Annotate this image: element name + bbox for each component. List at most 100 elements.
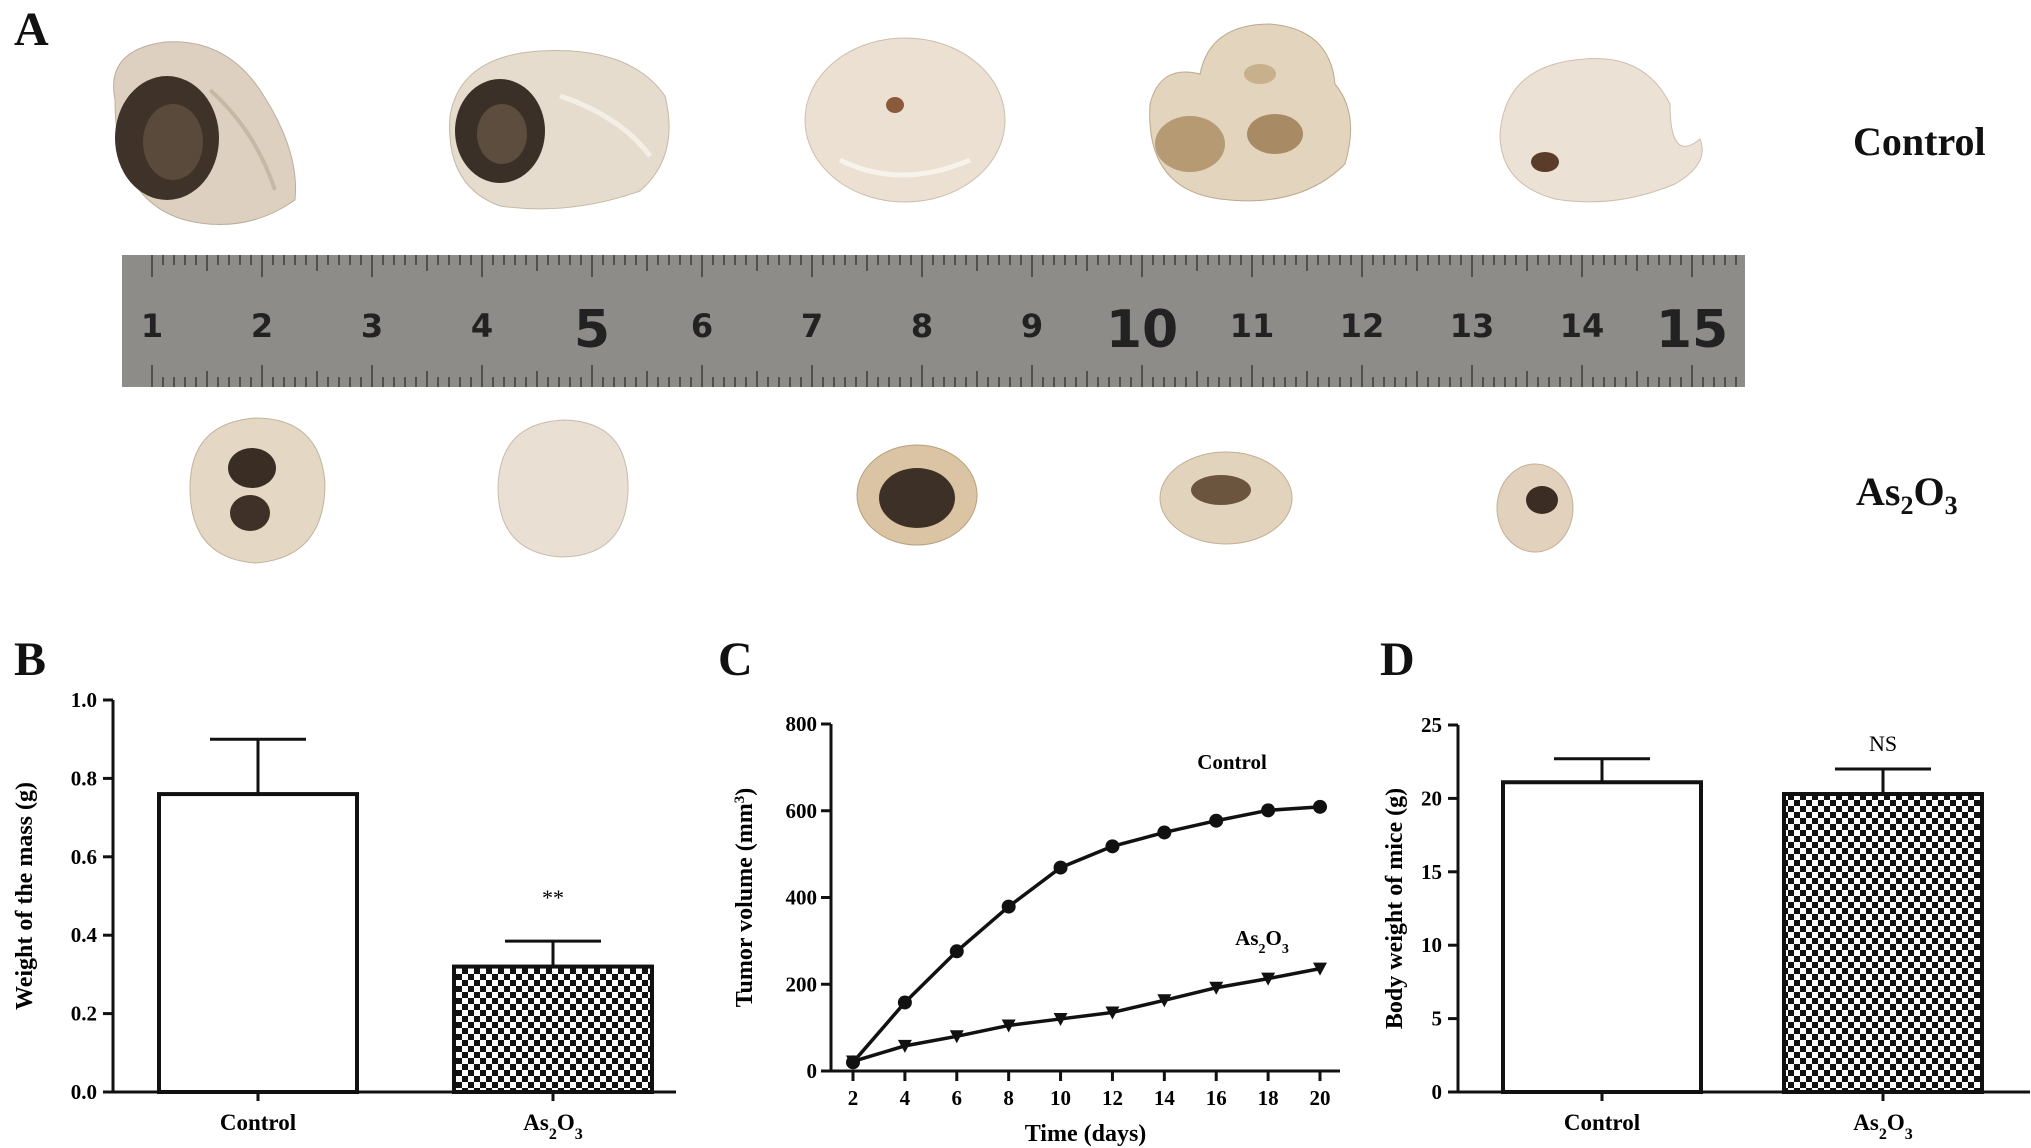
data-point-control [1209, 813, 1224, 828]
y-tick-label: 0.4 [71, 923, 98, 947]
ruler-number: 9 [1021, 307, 1043, 345]
data-point-control [1053, 860, 1068, 875]
y-tick-label: 800 [786, 712, 818, 736]
panel-label-d: D [1380, 633, 1415, 686]
ruler: 1 2 3 4 5 6 7 8 9 10 11 12 13 14 15 [122, 255, 1745, 387]
panel-label-b: B [14, 633, 47, 686]
control-row-label: Control [1853, 119, 1986, 164]
tumor-control-3 [804, 37, 1006, 203]
data-point-control [1105, 839, 1120, 854]
y-tick-label: 25 [1421, 713, 1442, 737]
y-tick-label: 0.0 [71, 1080, 97, 1104]
ruler-number: 15 [1656, 300, 1728, 360]
data-point-as2o3 [1157, 994, 1172, 1008]
tumor-control-5 [1499, 58, 1703, 203]
x-category-label: As2O3 [523, 1110, 582, 1143]
data-point-control [949, 944, 964, 959]
y-tick-label: 15 [1421, 860, 1442, 884]
bar-control [157, 792, 359, 1095]
tumor-as2o3-5 [1496, 463, 1574, 553]
panel-label-c: C [718, 633, 753, 686]
data-point-as2o3 [1313, 962, 1327, 976]
x-axis-title: Time (days) [1025, 1121, 1147, 1147]
y-tick-label: 1.0 [71, 688, 97, 712]
x-category-label: Control [220, 1110, 296, 1135]
y-axis-title: Body weight of mice (g) [1382, 788, 1408, 1029]
ruler-number: 6 [691, 307, 713, 345]
tumor-control-4 [1149, 23, 1352, 202]
bar-as2o3 [452, 964, 654, 1094]
series-label-as2o3: As2O3 [1235, 926, 1289, 957]
ruler-number: 3 [361, 307, 383, 345]
tumor-as2o3-4 [1159, 451, 1293, 545]
tumor-as2o3-2 [497, 419, 629, 558]
data-point-control [897, 995, 912, 1010]
x-category-label: As2O3 [1853, 1110, 1912, 1143]
data-point-control [1157, 825, 1172, 840]
chart-b: 0.0 0.2 0.4 0.6 0.8 1.0 Weight of the mass (g)… [12, 688, 676, 1143]
ruler-ticks: 1 2 3 4 5 6 7 8 9 10 11 12 13 14 15 [141, 255, 1737, 387]
data-point-as2o3 [1001, 1019, 1016, 1033]
ruler-number: 10 [1106, 300, 1178, 360]
x-tick-label: 12 [1102, 1086, 1123, 1110]
data-point-control [1261, 803, 1276, 818]
ruler-number: 4 [471, 307, 493, 345]
ruler-number: 2 [251, 307, 273, 345]
data-point-as2o3 [1105, 1006, 1120, 1020]
data-point-control [1001, 899, 1016, 914]
tumor-as2o3-3 [856, 444, 978, 546]
y-tick-label: 200 [786, 972, 818, 996]
bar-as2o3 [1782, 791, 1984, 1094]
data-point-as2o3 [1209, 981, 1224, 995]
y-tick-label: 400 [786, 886, 818, 910]
tumor-control-1 [113, 41, 297, 225]
data-point-as2o3 [949, 1030, 964, 1044]
y-tick-label: 0.2 [71, 1002, 97, 1026]
y-tick-label: 10 [1421, 933, 1442, 957]
ruler-number: 13 [1450, 307, 1495, 345]
significance-annotation: ** [542, 885, 564, 910]
series-label-control: Control [1197, 750, 1267, 774]
data-point-as2o3 [897, 1039, 912, 1053]
ruler-number: 7 [801, 307, 823, 345]
ruler-number: 14 [1560, 307, 1605, 345]
ruler-number: 11 [1230, 307, 1275, 345]
y-tick-label: 5 [1432, 1007, 1443, 1031]
x-tick-label: 2 [848, 1086, 859, 1110]
x-tick-label: 10 [1050, 1086, 1071, 1110]
as2o3-row-label: As2O3 [1856, 469, 1958, 520]
tumor-as2o3-1 [189, 417, 326, 564]
y-tick-label: 0.8 [71, 766, 97, 790]
ruler-number: 12 [1340, 307, 1385, 345]
series-line-as2o3 [852, 966, 1321, 1064]
y-axis-title: Weight of the mass (g) [12, 782, 38, 1010]
panel-label-a: A [14, 3, 49, 56]
x-tick-label: 20 [1310, 1086, 1331, 1110]
x-category-label: Control [1564, 1110, 1640, 1135]
y-tick-label: 0 [807, 1059, 818, 1083]
ruler-number: 8 [911, 307, 933, 345]
x-tick-label: 14 [1154, 1086, 1176, 1110]
x-tick-label: 6 [952, 1086, 963, 1110]
series-line-control [851, 805, 1321, 1064]
y-axis-title: Tumor volume (mm3) [732, 788, 758, 1008]
significance-annotation: NS [1869, 731, 1897, 756]
y-tick-label: 600 [786, 799, 818, 823]
y-tick-label: 0 [1432, 1080, 1443, 1104]
ruler-number: 1 [141, 307, 163, 345]
x-tick-label: 16 [1206, 1086, 1227, 1110]
x-tick-label: 4 [900, 1086, 911, 1110]
x-tick-label: 8 [1003, 1086, 1014, 1110]
chart-c: 0 200 400 600 800 2 4 6 8 10 12 14 16 18 20 Time (days)… [732, 712, 1340, 1147]
data-point-as2o3 [846, 1055, 860, 1069]
data-point-as2o3 [1053, 1012, 1068, 1026]
ruler-number: 5 [574, 300, 610, 360]
bar-control [1501, 780, 1703, 1094]
data-point-control [1313, 799, 1327, 814]
tumor-control-2 [449, 50, 670, 210]
y-tick-label: 0.6 [71, 845, 97, 869]
chart-d: 0 5 10 15 20 25 Body weight of mice (g) Control… [1382, 713, 2030, 1143]
x-tick-label: 18 [1258, 1086, 1279, 1110]
data-point-as2o3 [1261, 972, 1276, 986]
y-tick-label: 20 [1421, 786, 1442, 810]
